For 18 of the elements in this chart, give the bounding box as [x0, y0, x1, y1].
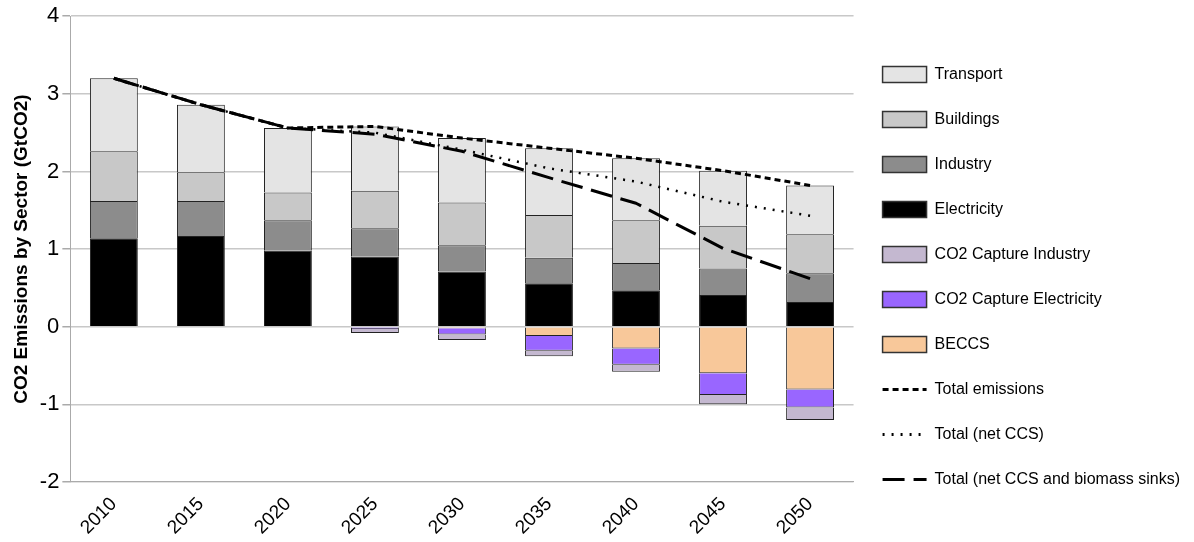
- legend-label: Industry: [934, 154, 992, 172]
- legend-label: Total (net CCS and biomass sinks): [934, 469, 1181, 487]
- legend-label: Buildings: [934, 109, 1000, 127]
- y-tick-label: -2: [39, 468, 60, 494]
- y-tick-label: 3: [47, 79, 60, 105]
- y-tick-label: 2: [47, 157, 60, 183]
- legend-label: CO2 Capture Electricity: [934, 289, 1102, 307]
- legend-label: BECCS: [934, 334, 990, 352]
- legend-label: Total emissions: [934, 379, 1044, 397]
- y-axis-title: CO2 Emissions by Sector (GtCO2): [9, 94, 31, 404]
- y-tick-label: 1: [47, 235, 60, 261]
- legend-label: CO2 Capture Industry: [934, 244, 1091, 262]
- legend-label: Electricity: [934, 199, 1004, 217]
- y-tick-label: -1: [39, 390, 60, 416]
- y-tick-label: 4: [47, 2, 60, 28]
- legend-label: Transport: [934, 64, 1003, 82]
- y-tick-label: 0: [47, 312, 60, 338]
- legend-label: Total (net CCS): [934, 424, 1044, 442]
